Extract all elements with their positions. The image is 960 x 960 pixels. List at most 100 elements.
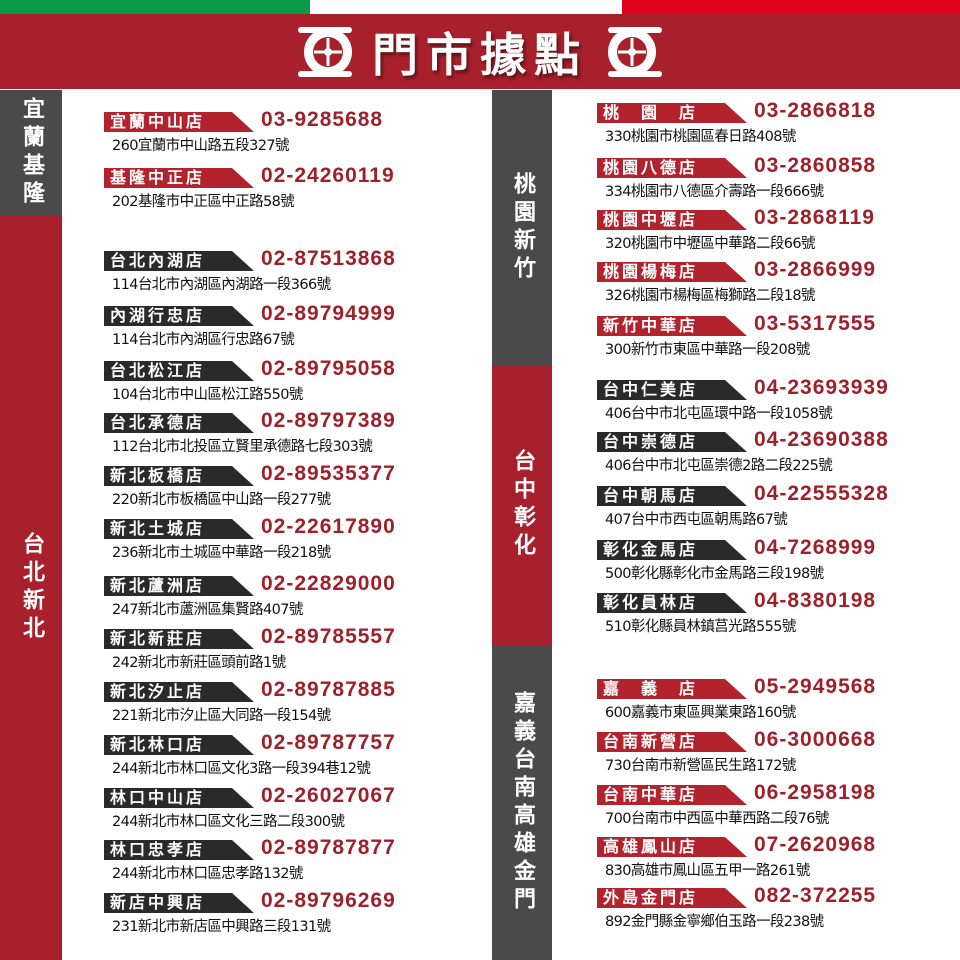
- store-address: 330桃園市桃園區春日路408號: [605, 129, 796, 145]
- store-name: 彰化金馬店: [597, 540, 747, 560]
- store-phone[interactable]: 04-8380198: [754, 589, 877, 612]
- store-item: 桃園中壢店 03-2868119 320桃園市中壢區中華路二段66號: [597, 206, 937, 256]
- region-label: 台中彰化: [492, 365, 552, 645]
- store-name: 台南中華店: [597, 785, 747, 805]
- store-item: 林口忠孝店 02-89787877 244新北市林口區忠孝路132號: [104, 836, 444, 886]
- store-item: 新店中興店 02-89796269 231新北市新店區中興路三段131號: [104, 889, 444, 939]
- store-name: 新北板橋店: [104, 466, 254, 486]
- store-phone[interactable]: 02-26027067: [261, 784, 396, 807]
- tire-icon: [298, 26, 352, 77]
- store-phone[interactable]: 03-9285688: [261, 108, 384, 131]
- store-item: 基隆中正店 02-24260119 202基隆市中正區中正路58號: [104, 164, 444, 214]
- store-item: 台中朝馬店 04-22555328 407台中市西屯區朝馬路67號: [597, 482, 937, 532]
- store-name: 桃 園 店: [597, 103, 747, 123]
- store-phone[interactable]: 04-7268999: [754, 536, 877, 559]
- store-name: 林口中山店: [104, 788, 254, 808]
- store-item: 新北板橋店 02-89535377 220新北市板橋區中山路一段277號: [104, 462, 444, 512]
- store-item: 台北松江店 02-89795058 104台北市中山區松江路550號: [104, 357, 444, 407]
- store-phone[interactable]: 04-23693939: [754, 376, 889, 399]
- store-name: 嘉 義 店: [597, 679, 747, 699]
- header-band: [0, 14, 960, 89]
- store-item: 台中崇德店 04-23690388 406台中市北屯區崇德2路二段225號: [597, 428, 937, 478]
- store-phone[interactable]: 03-2866818: [754, 99, 877, 122]
- store-name: 新北新莊店: [104, 629, 254, 649]
- store-name: 新北林口店: [104, 735, 254, 755]
- store-address: 231新北市新店區中興路三段131號: [112, 919, 331, 935]
- store-phone[interactable]: 02-89787877: [261, 836, 396, 859]
- region-label-text: 嘉義台南高雄金門: [510, 690, 535, 915]
- store-item: 林口中山店 02-26027067 244新北市林口區文化三路二段300號: [104, 784, 444, 834]
- region-label: 桃園新竹: [492, 90, 552, 365]
- store-name: 新北土城店: [104, 519, 254, 539]
- store-item: 彰化員林店 04-8380198 510彰化縣員林鎮莒光路555號: [597, 589, 937, 639]
- store-name: 內湖行忠店: [104, 306, 254, 326]
- header: 門市據點: [0, 14, 960, 89]
- store-item: 新北新莊店 02-89785557 242新北市新莊區頭前路1號: [104, 625, 444, 675]
- store-name: 台北松江店: [104, 361, 254, 381]
- store-phone[interactable]: 03-5317555: [754, 312, 877, 335]
- store-item: 桃園八德店 03-2860858 334桃園市八德區介壽路一段666號: [597, 154, 937, 204]
- store-item: 台北內湖店 02-87513868 114台北市內湖區內湖路一段366號: [104, 247, 444, 297]
- store-name: 台南新營店: [597, 732, 747, 752]
- store-phone[interactable]: 04-23690388: [754, 428, 889, 451]
- store-phone[interactable]: 02-22829000: [261, 572, 396, 595]
- store-address: 510彰化縣員林鎮莒光路555號: [605, 619, 796, 635]
- store-address: 406台中市北屯區環中路一段1058號: [605, 406, 833, 422]
- store-item: 新北林口店 02-89787757 244新北市林口區文化3路一段394巷12號: [104, 731, 444, 781]
- store-phone[interactable]: 02-89794999: [261, 302, 396, 325]
- store-name: 新北汐止店: [104, 682, 254, 702]
- store-item: 新竹中華店 03-5317555 300新竹市東區中華路一段208號: [597, 312, 937, 362]
- store-phone[interactable]: 07-2620968: [754, 833, 877, 856]
- store-address: 407台中市西屯區朝馬路67號: [605, 512, 788, 528]
- region-label-text: 宜蘭基隆: [19, 96, 44, 209]
- store-name: 林口忠孝店: [104, 840, 254, 860]
- store-phone[interactable]: 02-89787757: [261, 731, 396, 754]
- store-address: 406台中市北屯區崇德2路二段225號: [605, 458, 833, 474]
- store-phone[interactable]: 02-87513868: [261, 247, 396, 270]
- store-name: 桃園八德店: [597, 158, 747, 178]
- store-address: 114台北市內湖區內湖路一段366號: [112, 277, 331, 293]
- store-phone[interactable]: 02-89535377: [261, 462, 396, 485]
- store-phone[interactable]: 02-89785557: [261, 625, 396, 648]
- store-item: 台中仁美店 04-23693939 406台中市北屯區環中路一段1058號: [597, 376, 937, 426]
- store-address: 334桃園市八德區介壽路一段666號: [605, 184, 824, 200]
- store-item: 外島金門店 082-372255 892金門縣金寧鄉伯玉路一段238號: [597, 884, 937, 934]
- store-phone[interactable]: 06-2958198: [754, 781, 877, 804]
- store-address: 202基隆市中正區中正路58號: [112, 194, 295, 210]
- store-phone[interactable]: 02-89796269: [261, 889, 396, 912]
- store-name: 新店中興店: [104, 893, 254, 913]
- store-phone[interactable]: 02-24260119: [261, 164, 395, 187]
- store-address: 236新北市土城區中華路一段218號: [112, 545, 331, 561]
- store-phone[interactable]: 05-2949568: [754, 675, 877, 698]
- store-phone[interactable]: 06-3000668: [754, 728, 877, 751]
- store-address: 892金門縣金寧鄉伯玉路一段238號: [605, 914, 824, 930]
- store-item: 桃 園 店 03-2866818 330桃園市桃園區春日路408號: [597, 99, 937, 149]
- store-phone[interactable]: 03-2866999: [754, 258, 877, 281]
- store-address: 244新北市林口區文化3路一段394巷12號: [112, 761, 371, 777]
- store-name: 台中崇德店: [597, 432, 747, 452]
- store-item: 台南新營店 06-3000668 730台南市新營區民生路172號: [597, 728, 937, 778]
- region-label-text: 台中彰化: [510, 449, 535, 561]
- store-name: 高雄鳳山店: [597, 837, 747, 857]
- store-address: 114台北市內湖區行忠路67號: [112, 332, 295, 348]
- page-title: 門市據點: [372, 27, 588, 82]
- store-phone[interactable]: 04-22555328: [754, 482, 889, 505]
- region-label-text: 台北新北: [19, 531, 44, 644]
- store-phone[interactable]: 02-89787885: [261, 678, 396, 701]
- store-phone[interactable]: 082-372255: [754, 884, 877, 907]
- region-label: 嘉義台南高雄金門: [492, 645, 552, 960]
- store-item: 台北承德店 02-89797389 112台北市北投區立賢里承德路七段303號: [104, 409, 444, 459]
- store-item: 宜蘭中山店 03-9285688 260宜蘭市中山路五段327號: [104, 108, 444, 158]
- store-address: 221新北市汐止區大同路一段154號: [112, 708, 331, 724]
- store-address: 500彰化縣彰化市金馬路三段198號: [605, 566, 824, 582]
- store-name: 宜蘭中山店: [104, 112, 254, 132]
- store-phone[interactable]: 02-22617890: [261, 515, 396, 538]
- store-item: 嘉 義 店 05-2949568 600嘉義市東區興業東路160號: [597, 675, 937, 725]
- store-phone[interactable]: 02-89797389: [261, 409, 396, 432]
- store-phone[interactable]: 03-2860858: [754, 154, 877, 177]
- store-address: 244新北市林口區文化三路二段300號: [112, 814, 345, 830]
- store-address: 730台南市新營區民生路172號: [605, 758, 796, 774]
- store-phone[interactable]: 03-2868119: [754, 206, 875, 229]
- store-item: 高雄鳳山店 07-2620968 830高雄市鳳山區五甲一路261號: [597, 833, 937, 883]
- store-phone[interactable]: 02-89795058: [261, 357, 396, 380]
